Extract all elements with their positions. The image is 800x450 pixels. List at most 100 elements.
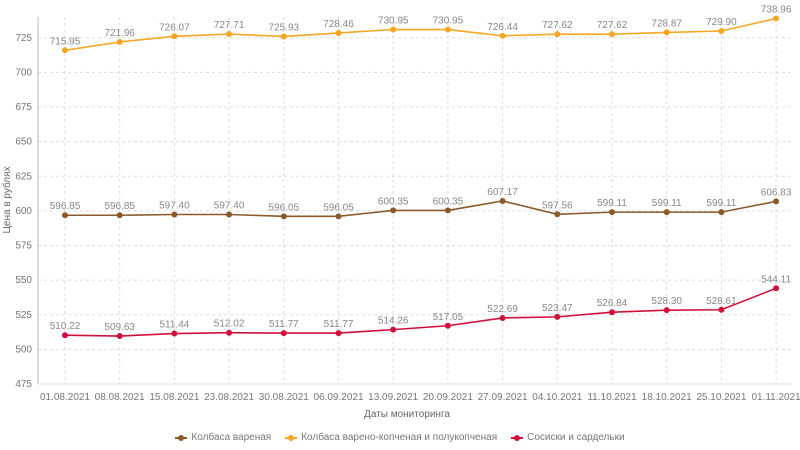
data-label: 730.95 bbox=[433, 16, 464, 27]
data-label: 597.40 bbox=[214, 200, 245, 211]
data-point[interactable] bbox=[280, 213, 287, 220]
y-tick-label: 725 bbox=[15, 33, 32, 44]
data-label: 597.40 bbox=[159, 200, 190, 211]
data-point[interactable] bbox=[390, 26, 397, 33]
data-label: 596.05 bbox=[323, 202, 354, 213]
data-point[interactable] bbox=[171, 33, 178, 40]
data-label: 523.47 bbox=[542, 303, 573, 314]
data-label: 726.07 bbox=[159, 22, 190, 33]
data-point[interactable] bbox=[226, 329, 233, 336]
data-label: 726.44 bbox=[487, 22, 518, 33]
x-tick-label: 27.09.2021 bbox=[478, 392, 528, 403]
data-label: 606.83 bbox=[761, 187, 792, 198]
data-point[interactable] bbox=[116, 38, 123, 45]
y-axis-title: Цена в рублях bbox=[1, 166, 13, 233]
data-label: 512.02 bbox=[214, 319, 245, 330]
x-tick-label: 18.10.2021 bbox=[642, 392, 692, 403]
data-label: 600.35 bbox=[378, 196, 409, 207]
data-point[interactable] bbox=[499, 32, 506, 39]
data-label: 728.87 bbox=[651, 18, 682, 29]
data-label: 526.84 bbox=[597, 298, 628, 309]
data-point[interactable] bbox=[499, 197, 506, 204]
data-label: 509.63 bbox=[104, 322, 135, 333]
data-label: 599.11 bbox=[597, 198, 627, 209]
x-tick-label: 01.11.2021 bbox=[751, 392, 800, 403]
data-point[interactable] bbox=[554, 313, 561, 320]
legend-label: Колбаса варено-копченая и полукопченая bbox=[301, 432, 498, 443]
x-tick-label: 25.10.2021 bbox=[696, 392, 746, 403]
data-label: 511.77 bbox=[324, 319, 354, 330]
y-tick-label: 700 bbox=[15, 67, 32, 78]
legend-marker-icon bbox=[511, 434, 524, 441]
data-point[interactable] bbox=[718, 27, 725, 34]
data-point[interactable] bbox=[390, 207, 397, 214]
x-tick-label: 23.08.2021 bbox=[204, 392, 254, 403]
y-tick-label: 500 bbox=[15, 344, 32, 355]
data-point[interactable] bbox=[663, 307, 670, 314]
data-point[interactable] bbox=[444, 322, 451, 329]
y-tick-label: 550 bbox=[15, 275, 32, 286]
legend-marker-icon bbox=[285, 434, 298, 441]
data-point[interactable] bbox=[609, 309, 615, 316]
series-line bbox=[65, 200, 777, 218]
data-point[interactable] bbox=[444, 207, 451, 214]
x-tick-label: 04.10.2021 bbox=[532, 392, 582, 403]
data-label: 728.46 bbox=[323, 19, 354, 30]
y-tick-label: 625 bbox=[15, 171, 32, 182]
y-tick-label: 525 bbox=[15, 310, 32, 321]
data-point[interactable] bbox=[116, 333, 123, 340]
series-line bbox=[64, 287, 777, 337]
x-tick-label: 01.08.2021 bbox=[40, 392, 90, 403]
data-point[interactable] bbox=[280, 33, 287, 40]
data-point[interactable] bbox=[390, 326, 397, 333]
data-point[interactable] bbox=[335, 213, 342, 220]
legend-item[interactable]: Сосиски и сардельки bbox=[511, 432, 625, 443]
x-axis-title: Даты мониторинга bbox=[364, 409, 450, 420]
data-point[interactable] bbox=[171, 211, 178, 218]
data-point[interactable] bbox=[226, 31, 233, 38]
data-point[interactable] bbox=[62, 47, 68, 54]
data-point[interactable] bbox=[773, 198, 780, 205]
y-tick-label: 675 bbox=[15, 102, 32, 113]
data-point[interactable] bbox=[773, 285, 780, 292]
data-label: 607.17 bbox=[487, 187, 518, 198]
data-point[interactable] bbox=[499, 314, 506, 321]
data-point[interactable] bbox=[554, 211, 561, 218]
data-label: 511.44 bbox=[159, 320, 189, 331]
data-point[interactable] bbox=[718, 306, 725, 313]
data-point[interactable] bbox=[62, 212, 68, 219]
data-point[interactable] bbox=[335, 29, 342, 36]
data-point[interactable] bbox=[609, 31, 615, 38]
data-point[interactable] bbox=[226, 211, 233, 218]
data-point[interactable] bbox=[609, 209, 615, 216]
data-point[interactable] bbox=[62, 332, 68, 339]
data-label: 600.35 bbox=[433, 196, 464, 207]
data-point[interactable] bbox=[280, 330, 287, 337]
data-point[interactable] bbox=[116, 212, 123, 219]
series-line bbox=[64, 17, 777, 52]
data-label: 510.22 bbox=[50, 321, 81, 332]
data-point[interactable] bbox=[663, 29, 670, 36]
line-chart: 475 500 525 550 575 600 625 650 675 700 725 01.08.2… bbox=[1, 4, 800, 420]
legend-item[interactable]: Колбаса вареная bbox=[175, 432, 271, 443]
data-point[interactable] bbox=[335, 330, 342, 337]
data-label: 721.96 bbox=[104, 28, 135, 39]
data-label: 730.95 bbox=[378, 16, 409, 27]
data-label: 517.05 bbox=[433, 312, 464, 323]
data-point[interactable] bbox=[554, 31, 561, 38]
data-point[interactable] bbox=[718, 209, 725, 216]
data-label: 727.62 bbox=[542, 20, 573, 31]
x-tick-label: 15.08.2021 bbox=[149, 392, 199, 403]
data-label: 522.69 bbox=[487, 304, 518, 315]
x-tick-label: 11.10.2021 bbox=[587, 392, 637, 403]
data-point[interactable] bbox=[773, 15, 780, 22]
data-point[interactable] bbox=[171, 330, 178, 337]
data-point[interactable] bbox=[444, 26, 451, 33]
data-label: 715.95 bbox=[50, 36, 81, 47]
data-point[interactable] bbox=[663, 209, 670, 216]
data-label: 596.85 bbox=[104, 201, 135, 212]
legend-item[interactable]: Колбаса варено-копченая и полукопченая bbox=[285, 432, 497, 443]
data-label: 511.77 bbox=[269, 319, 299, 330]
data-label: 725.93 bbox=[269, 22, 300, 33]
x-tick-label: 20.09.2021 bbox=[423, 392, 473, 403]
